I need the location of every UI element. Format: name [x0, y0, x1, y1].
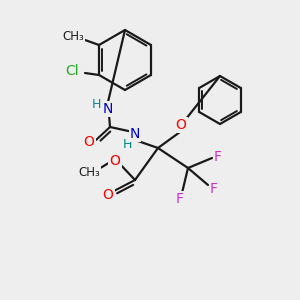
- Text: Cl: Cl: [65, 64, 79, 78]
- Text: O: O: [103, 188, 113, 202]
- Text: CH₃: CH₃: [62, 31, 84, 44]
- Text: F: F: [210, 182, 218, 196]
- Text: N: N: [103, 102, 113, 116]
- Text: N: N: [130, 127, 140, 141]
- Text: O: O: [84, 135, 94, 149]
- Text: H: H: [91, 98, 101, 112]
- Text: CH₃: CH₃: [78, 166, 100, 178]
- Text: O: O: [110, 154, 120, 168]
- Text: O: O: [176, 118, 186, 132]
- Text: F: F: [214, 150, 222, 164]
- Text: F: F: [176, 192, 184, 206]
- Text: H: H: [122, 139, 132, 152]
